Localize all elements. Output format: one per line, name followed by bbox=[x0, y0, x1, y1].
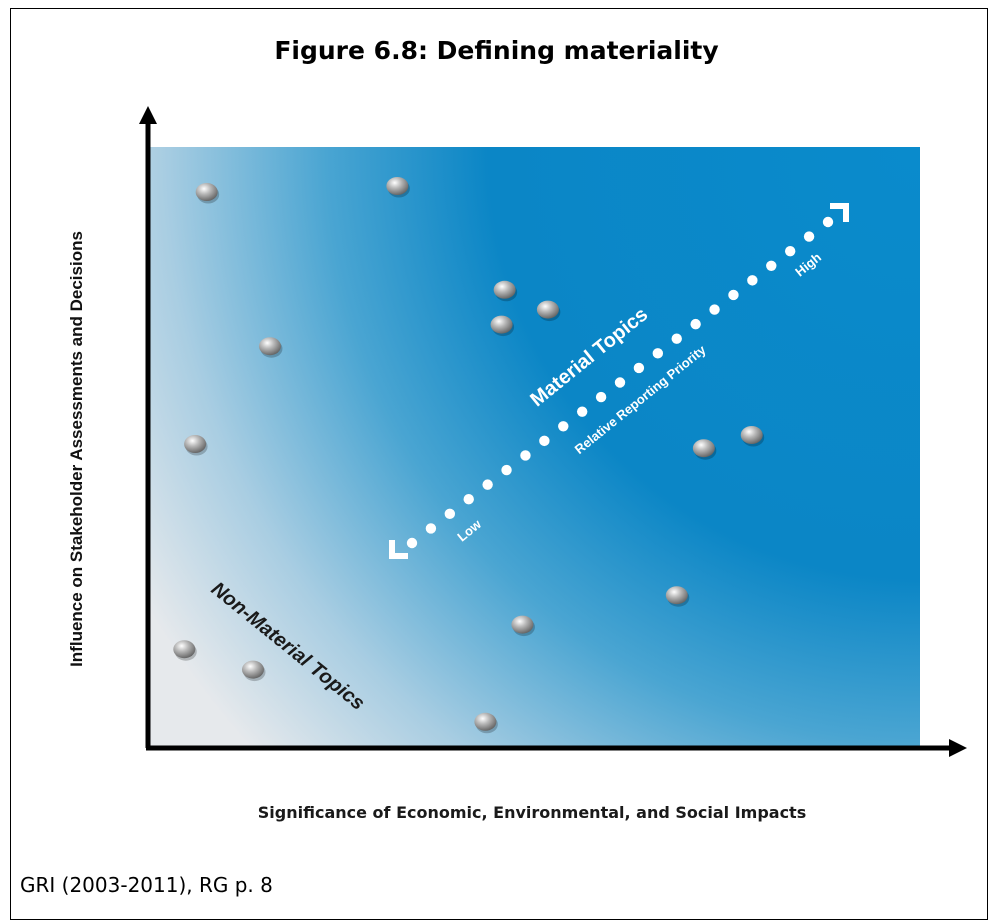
data-point bbox=[195, 183, 220, 204]
figure-source: GRI (2003-2011), RG p. 8 bbox=[20, 873, 273, 897]
priority-dot bbox=[709, 304, 720, 315]
priority-dot bbox=[614, 377, 626, 388]
priority-dot bbox=[576, 406, 588, 417]
data-point-marker bbox=[493, 280, 516, 299]
priority-dot bbox=[501, 464, 512, 476]
priority-dot bbox=[747, 275, 758, 286]
priority-dot bbox=[558, 421, 569, 432]
priority-dot bbox=[406, 537, 418, 549]
priority-dot bbox=[520, 450, 531, 461]
priority-low-corner bbox=[389, 540, 408, 559]
priority-dot bbox=[728, 289, 739, 301]
priority-dot bbox=[463, 494, 474, 505]
data-point bbox=[386, 177, 410, 198]
x-axis-label: Significance of Economic, Environmental,… bbox=[258, 803, 806, 822]
data-point-marker bbox=[665, 586, 688, 605]
data-point bbox=[490, 315, 515, 337]
figure-title: Figure 6.8: Defining materiality bbox=[274, 36, 719, 65]
priority-dot bbox=[690, 318, 701, 330]
priority-dot bbox=[595, 391, 607, 403]
data-point-marker bbox=[241, 660, 264, 679]
data-point-marker bbox=[490, 315, 513, 334]
figure-frame bbox=[10, 8, 988, 920]
data-point-marker bbox=[195, 183, 218, 201]
data-point-marker bbox=[258, 337, 281, 356]
priority-dot bbox=[539, 435, 550, 447]
data-point bbox=[241, 660, 266, 682]
priority-high-corner bbox=[830, 203, 849, 222]
priority-dot bbox=[822, 216, 834, 228]
data-point-marker bbox=[173, 640, 196, 659]
data-point bbox=[184, 435, 208, 456]
data-point bbox=[511, 615, 535, 637]
priority-dot bbox=[652, 348, 664, 359]
priority-dot bbox=[671, 333, 682, 344]
data-point bbox=[493, 280, 518, 302]
x-axis-arrow bbox=[949, 739, 967, 757]
data-point bbox=[474, 712, 498, 734]
data-point-marker bbox=[536, 300, 559, 319]
data-point-marker bbox=[474, 712, 497, 731]
data-point bbox=[692, 439, 717, 460]
data-point-marker bbox=[740, 426, 763, 444]
priority-dot bbox=[482, 479, 493, 490]
data-point-marker bbox=[386, 177, 409, 195]
data-point bbox=[258, 337, 283, 358]
priority-dot bbox=[784, 245, 796, 257]
priority-dot bbox=[444, 508, 456, 520]
y-axis-label: Influence on Stakeholder Assessments and… bbox=[67, 231, 86, 667]
data-point bbox=[740, 426, 765, 447]
data-point bbox=[665, 586, 690, 607]
priority-dot bbox=[766, 260, 777, 271]
data-point bbox=[536, 300, 561, 322]
data-point bbox=[173, 640, 197, 661]
data-point-marker bbox=[184, 435, 207, 453]
data-point-marker bbox=[511, 615, 534, 634]
data-point-marker bbox=[692, 439, 715, 458]
data-points bbox=[173, 177, 765, 734]
priority-dotted-line bbox=[406, 216, 834, 549]
priority-dot bbox=[803, 231, 815, 242]
priority-dot bbox=[425, 523, 437, 534]
priority-dot bbox=[633, 362, 645, 374]
y-axis-arrow bbox=[139, 106, 157, 124]
